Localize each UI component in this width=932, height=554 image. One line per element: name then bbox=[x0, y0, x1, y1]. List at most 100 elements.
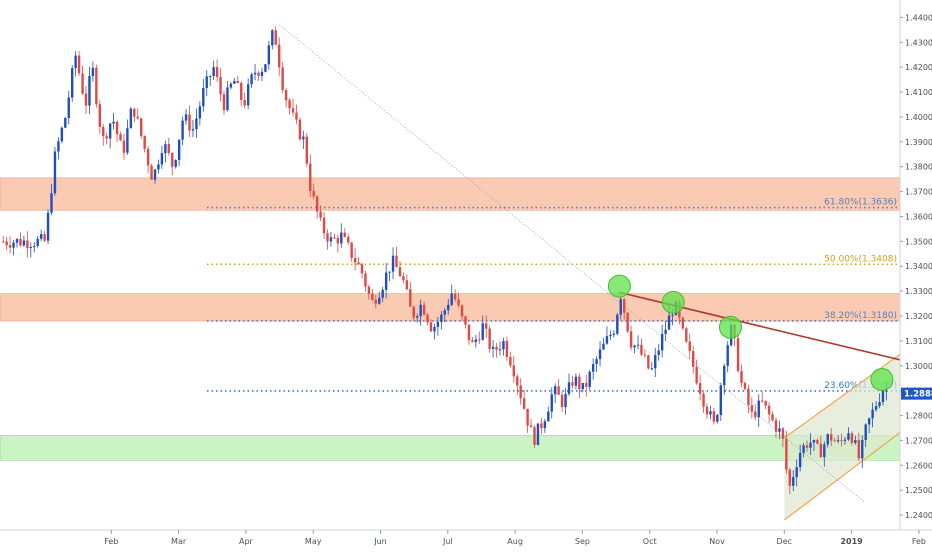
price-tick-label-12: 1.3200 bbox=[905, 312, 932, 321]
candle-body-181 bbox=[626, 312, 629, 332]
candle-body-182 bbox=[629, 331, 633, 348]
candle-body-50 bbox=[174, 159, 177, 167]
candle-body-91 bbox=[315, 196, 319, 212]
price-tick-label-2: 1.4200 bbox=[905, 63, 932, 72]
candle-body-29 bbox=[102, 126, 105, 137]
candle-body-242 bbox=[836, 440, 840, 442]
candle-body-39 bbox=[136, 116, 139, 119]
candle-body-28 bbox=[98, 104, 101, 127]
candle-body-133 bbox=[460, 305, 464, 317]
candle-body-230 bbox=[795, 467, 798, 478]
candle-body-156 bbox=[540, 423, 543, 429]
candle-body-54 bbox=[188, 114, 191, 131]
candle-body-38 bbox=[133, 108, 136, 117]
candle-body-88 bbox=[305, 136, 308, 164]
candle-body-228 bbox=[788, 469, 791, 486]
price-axis-background bbox=[900, 0, 932, 550]
candle-body-10 bbox=[36, 238, 39, 247]
candle-body-169 bbox=[585, 382, 588, 387]
highlight-circle-0 bbox=[607, 274, 631, 298]
candle-body-207 bbox=[716, 415, 719, 422]
candle-body-63 bbox=[219, 76, 222, 95]
candle-body-206 bbox=[712, 411, 716, 422]
candle-body-33 bbox=[115, 121, 119, 135]
candle-body-219 bbox=[757, 400, 760, 418]
price-tick-label-1: 1.4300 bbox=[905, 38, 932, 47]
candle-body-146 bbox=[505, 341, 509, 357]
candle-body-235 bbox=[812, 440, 816, 443]
candle-body-12 bbox=[43, 234, 46, 241]
candle-body-47 bbox=[164, 144, 167, 154]
candle-body-248 bbox=[857, 440, 860, 459]
time-tick-label-1: Mar bbox=[171, 537, 187, 546]
candle-body-19 bbox=[67, 97, 70, 119]
candle-body-36 bbox=[126, 128, 129, 153]
candle-body-85 bbox=[295, 112, 298, 120]
candle-body-254 bbox=[878, 402, 881, 407]
price-tick-label-9: 1.3500 bbox=[905, 237, 932, 246]
time-axis[interactable]: Feb Mar Apr May Jun Jul Aug Sep Oct Nov Dec 2019 Feb bbox=[0, 529, 932, 550]
candle-body-104 bbox=[360, 264, 364, 274]
price-tick-label-20: 1.2400 bbox=[905, 511, 932, 520]
time-tick-label-9: Nov bbox=[709, 537, 725, 546]
candle-body-121 bbox=[419, 304, 422, 317]
candle-body-2 bbox=[8, 245, 12, 248]
price-tick-label-7: 1.3700 bbox=[905, 188, 932, 197]
candle-body-198 bbox=[685, 328, 688, 342]
price-tick-label-19: 1.2500 bbox=[905, 486, 932, 495]
candle-body-199 bbox=[688, 341, 691, 352]
candle-body-217 bbox=[750, 405, 754, 412]
candle-body-209 bbox=[723, 365, 726, 386]
candle-body-58 bbox=[202, 87, 205, 107]
price-tick-label-17: 1.2700 bbox=[905, 436, 932, 445]
candle-body-20 bbox=[71, 68, 74, 98]
candle-body-177 bbox=[612, 333, 616, 335]
candles-layer bbox=[2, 26, 888, 495]
candle-body-128 bbox=[443, 310, 446, 315]
candle-body-55 bbox=[191, 129, 195, 131]
candle-body-65 bbox=[226, 87, 229, 111]
candle-body-60 bbox=[209, 76, 212, 78]
candle-body-93 bbox=[322, 217, 326, 234]
candle-body-44 bbox=[153, 169, 157, 180]
candle-body-111 bbox=[384, 272, 388, 290]
candle-body-75 bbox=[260, 71, 264, 77]
candle-body-0 bbox=[2, 241, 5, 243]
candle-body-127 bbox=[440, 314, 443, 322]
candle-body-94 bbox=[326, 233, 329, 242]
support-zone-2 bbox=[0, 435, 901, 461]
candle-body-216 bbox=[747, 388, 750, 406]
candle-body-172 bbox=[595, 359, 598, 365]
candle-body-150 bbox=[519, 385, 522, 399]
candle-body-105 bbox=[364, 273, 367, 287]
candle-body-67 bbox=[233, 80, 236, 84]
candle-body-149 bbox=[516, 376, 519, 386]
candle-body-116 bbox=[402, 276, 405, 281]
candle-body-205 bbox=[709, 411, 712, 415]
candle-body-188 bbox=[650, 368, 653, 370]
candle-body-130 bbox=[450, 293, 453, 305]
candle-body-62 bbox=[215, 67, 219, 77]
candle-body-164 bbox=[567, 382, 571, 394]
candle-body-158 bbox=[547, 411, 550, 422]
candle-body-90 bbox=[312, 190, 315, 197]
candle-body-6 bbox=[22, 240, 26, 246]
time-tick-label-12: Feb bbox=[912, 537, 926, 546]
time-tick-label-5: Jul bbox=[442, 537, 453, 546]
candle-body-118 bbox=[409, 289, 412, 307]
candle-body-117 bbox=[405, 280, 409, 290]
candle-body-41 bbox=[143, 136, 146, 149]
time-tick-label-0: Feb bbox=[104, 537, 118, 546]
candle-body-97 bbox=[336, 238, 340, 244]
candle-body-226 bbox=[781, 428, 785, 439]
candle-body-110 bbox=[381, 289, 384, 298]
price-axis[interactable]: 1.4400 1.4300 1.4200 1.4100 1.4000 1.3900 1.38… bbox=[899, 0, 932, 550]
candle-body-162 bbox=[560, 394, 564, 408]
zone-layer bbox=[0, 177, 901, 461]
candle-body-136 bbox=[471, 340, 474, 343]
candle-body-191 bbox=[660, 333, 664, 351]
candle-body-200 bbox=[692, 351, 695, 367]
candle-body-141 bbox=[488, 328, 491, 349]
